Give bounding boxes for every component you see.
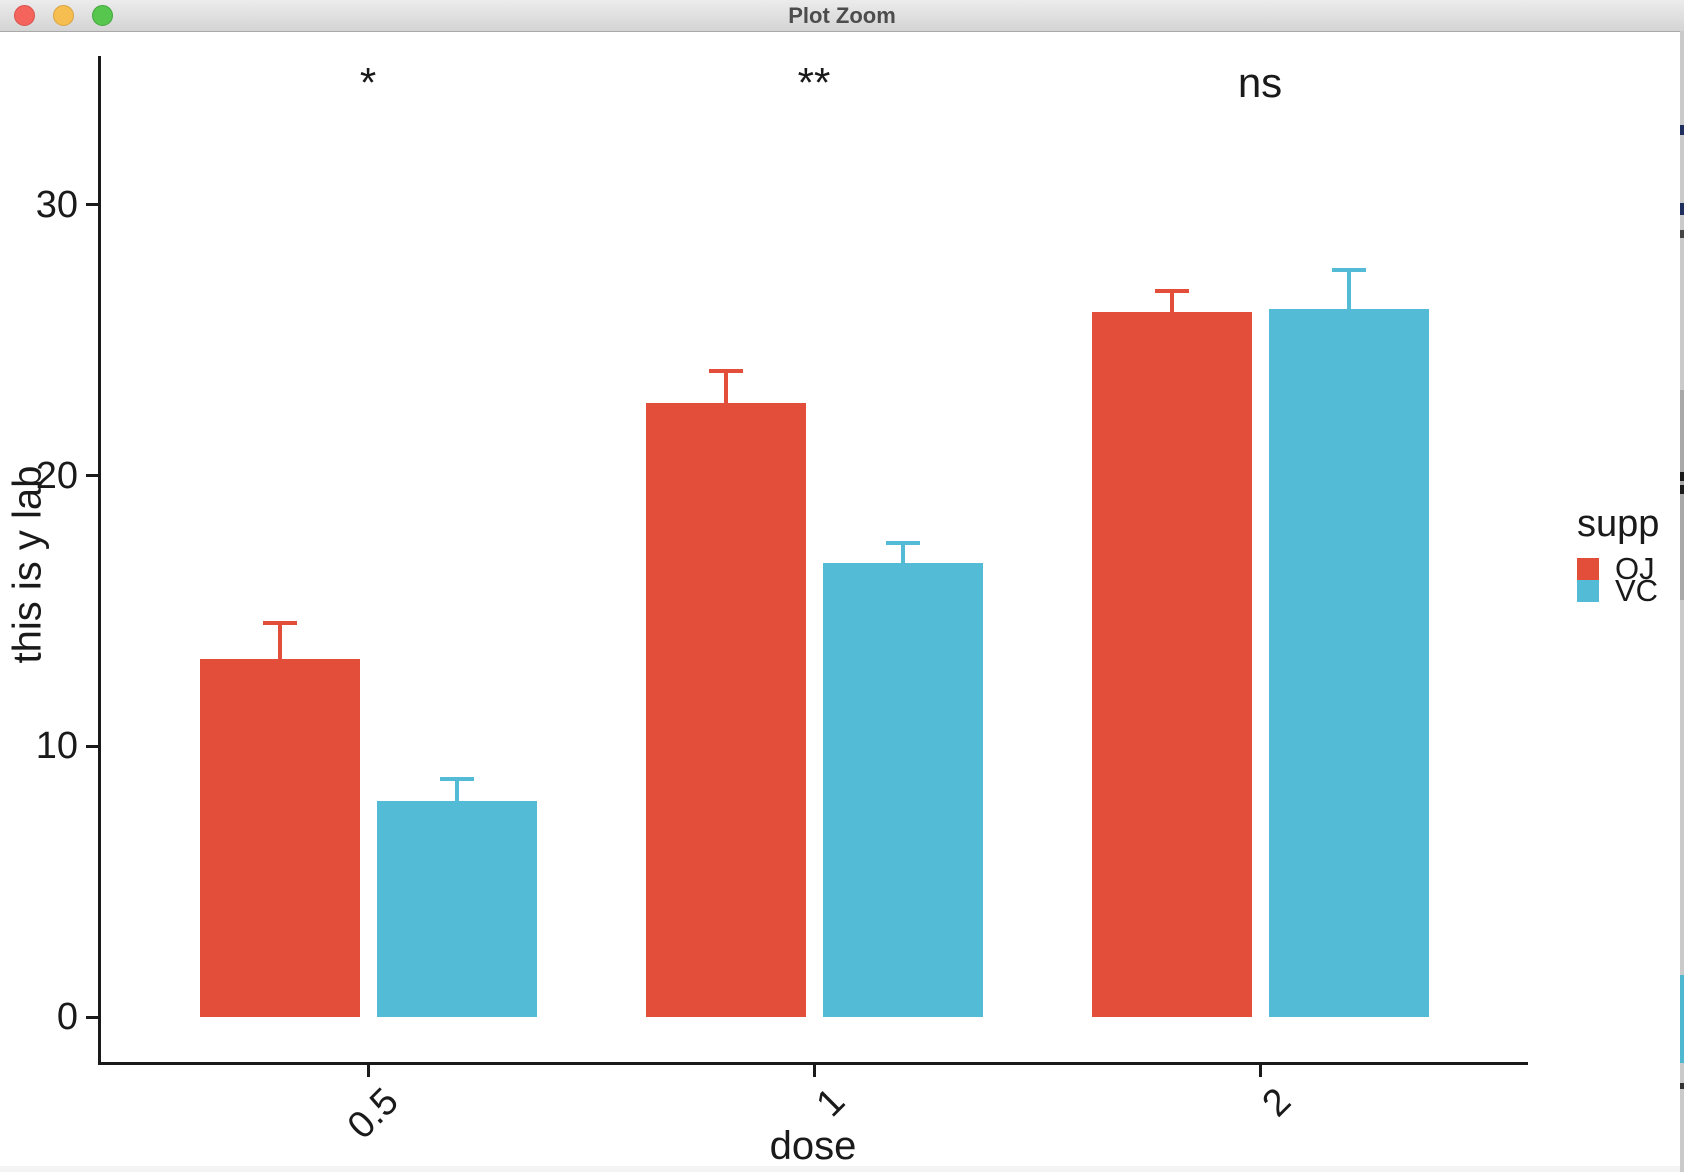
legend-title: supp [1577, 503, 1660, 545]
y-tick-mark [86, 474, 98, 478]
legend-label-oj: OJ [1615, 551, 1655, 586]
y-tick-label: 30 [35, 183, 78, 226]
legend-swatch-vc [1577, 580, 1599, 602]
error-bar-line [723, 368, 728, 403]
legend-swatch-oj [1577, 558, 1599, 580]
bar-oj-dose-0.5 [199, 658, 360, 1017]
window-title: Plot Zoom [788, 3, 896, 28]
minimize-button-icon[interactable] [53, 5, 74, 26]
x-axis-title: dose [769, 1124, 857, 1168]
close-button-icon[interactable] [14, 5, 35, 26]
legend: supp OJ VC [1577, 502, 1660, 608]
window-titlebar[interactable]: Plot Zoom [0, 0, 1684, 32]
bar-vc-dose-0.5 [376, 800, 537, 1017]
right-window-edge-artifact [1680, 31, 1684, 1172]
error-bar-cap [1154, 288, 1189, 293]
error-bar-cap [708, 368, 743, 373]
x-tick-label: 1 [808, 1080, 853, 1125]
error-bar-line [454, 777, 459, 801]
legend-item-vc: VC [1577, 573, 1659, 608]
y-tick-label: 20 [35, 454, 78, 497]
y-tick-mark [86, 203, 98, 207]
significance-label-dose-0.5: * [359, 59, 377, 106]
error-bar-line [1346, 268, 1351, 310]
y-axis-line [98, 56, 101, 1065]
y-tick-label: 10 [35, 725, 78, 768]
x-tick-mark [812, 1065, 816, 1077]
x-tick-mark [1258, 1065, 1262, 1077]
error-bar-cap [262, 620, 297, 625]
error-bar-line [277, 620, 282, 659]
error-bar-line [1169, 288, 1174, 312]
x-axis-line [98, 1062, 1528, 1065]
y-tick-mark [86, 1015, 98, 1019]
x-tick-label: 0.5 [339, 1080, 407, 1148]
x-tick-label: 2 [1254, 1080, 1299, 1125]
error-bar-cap [439, 777, 474, 782]
significance-label-dose-1: ** [797, 59, 831, 106]
legend-label-vc: VC [1615, 573, 1659, 608]
zoom-button-icon[interactable] [92, 5, 113, 26]
window-bottom-edge [0, 1166, 1680, 1172]
bar-vc-dose-2 [1268, 309, 1429, 1017]
y-tick-label: 0 [56, 996, 78, 1038]
legend-item-oj: OJ [1577, 551, 1659, 586]
traffic-light-buttons [14, 0, 113, 31]
x-tick-mark [366, 1065, 370, 1077]
legend-items: OJ VC [1577, 551, 1659, 608]
bar-oj-dose-2 [1091, 311, 1252, 1017]
bar-oj-dose-1 [645, 402, 806, 1017]
significance-label-dose-2: ns [1237, 59, 1283, 106]
bar-vc-dose-1 [822, 563, 983, 1017]
error-bar-cap [1331, 268, 1366, 273]
error-bar-cap [885, 541, 920, 546]
y-tick-mark [86, 744, 98, 748]
error-bar-line [900, 541, 905, 564]
